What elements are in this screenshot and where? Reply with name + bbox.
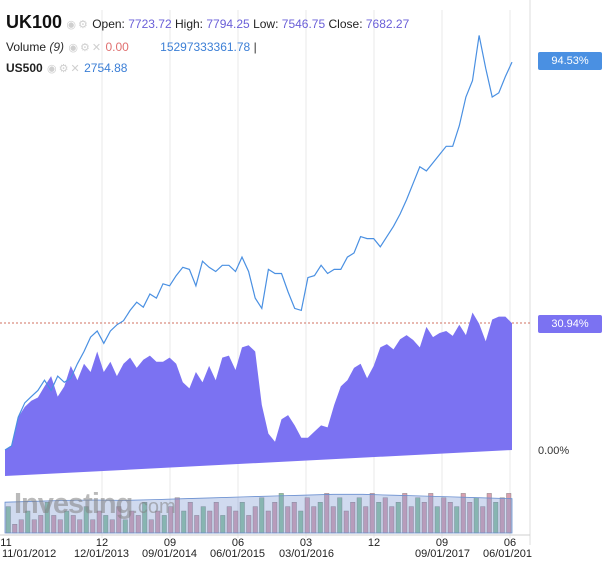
uk100-area: [5, 312, 512, 476]
close-label: Close:: [328, 17, 363, 31]
close-icon[interactable]: ✕: [70, 63, 80, 75]
gear-icon[interactable]: ⚙: [80, 42, 90, 54]
eye-icon[interactable]: ◉: [47, 63, 57, 75]
us500-line-layer: [4, 35, 513, 451]
watermark-suffix: .com: [132, 496, 176, 518]
x-tick-label-top: 11: [0, 537, 11, 549]
x-tick-label-top: 12: [368, 537, 380, 549]
x-tick-label-top: 12: [96, 537, 108, 549]
close-value: 7682.27: [365, 17, 410, 31]
uk100-area-layer: [5, 312, 512, 476]
eye-icon[interactable]: ◉: [68, 42, 78, 54]
low-value: 7546.75: [281, 17, 326, 31]
legend-volume-row: Volume (9) ◉ ⚙ ✕ 0.00 15297333361.78 |: [6, 40, 257, 54]
eye-icon[interactable]: ◉: [66, 19, 76, 31]
us500-line: [4, 35, 513, 451]
uk100-price-tag: 30.94%: [538, 315, 602, 333]
x-tick-label-bottom: 12/01/2013: [74, 548, 129, 560]
x-tick-label-bottom: 09/01/2017: [415, 548, 470, 560]
x-tick-label-bottom: 06/01/201: [483, 548, 532, 560]
high-label: High:: [174, 17, 203, 31]
symbol-title: UK100: [6, 12, 63, 32]
open-value: 7723.72: [128, 17, 172, 31]
watermark-brand: Investing: [14, 488, 133, 520]
high-value: 7794.25: [206, 17, 250, 31]
us500-price-tag: 94.53%: [538, 52, 602, 70]
x-tick-label-top: 06: [504, 537, 516, 549]
gear-icon[interactable]: ⚙: [77, 19, 88, 31]
x-tick-label-bottom: 06/01/2015: [210, 548, 265, 560]
volume-period: (9): [49, 40, 65, 54]
us500-label: US500: [6, 61, 43, 75]
volume-moving-average: [4, 493, 513, 534]
open-label: Open:: [92, 17, 125, 31]
volume-label: Volume: [6, 40, 47, 54]
x-tick-label-top: 03: [300, 537, 312, 549]
us500-value: 2754.88: [84, 61, 128, 75]
legend-us500-row: US500 ◉ ⚙ ✕ 2754.88: [6, 61, 127, 75]
close-icon[interactable]: ✕: [91, 42, 102, 54]
x-axis: 11 12 09 06 03 12 09 06 11/01/2012 12/01/2013 09/0…: [0, 534, 532, 560]
investing-watermark: Investing.com: [14, 488, 176, 521]
gear-icon[interactable]: ⚙: [58, 63, 69, 75]
volume-cursor: |: [253, 40, 257, 54]
volume-number: 15297333361.78: [160, 40, 251, 54]
x-tick-label-bottom: 09/01/2014: [142, 548, 197, 560]
gridlines: [0, 0, 531, 545]
volume-layer: [4, 493, 513, 534]
volume-value: 0.00: [105, 40, 129, 54]
x-tick-label-bottom: 03/01/2016: [279, 548, 334, 560]
x-tick-label-top: 06: [232, 537, 244, 549]
x-tick-label-bottom: 11/01/2012: [2, 548, 56, 560]
zero-percent-label: 0.00%: [538, 445, 570, 457]
low-label: Low:: [253, 17, 279, 31]
x-tick-label-top: 09: [164, 537, 176, 549]
legend-uk100-row: UK100 ◉ ⚙ Open: 7723.72 High: 7794.25 Low…: [6, 12, 409, 33]
x-tick-label-top: 09: [436, 537, 448, 549]
